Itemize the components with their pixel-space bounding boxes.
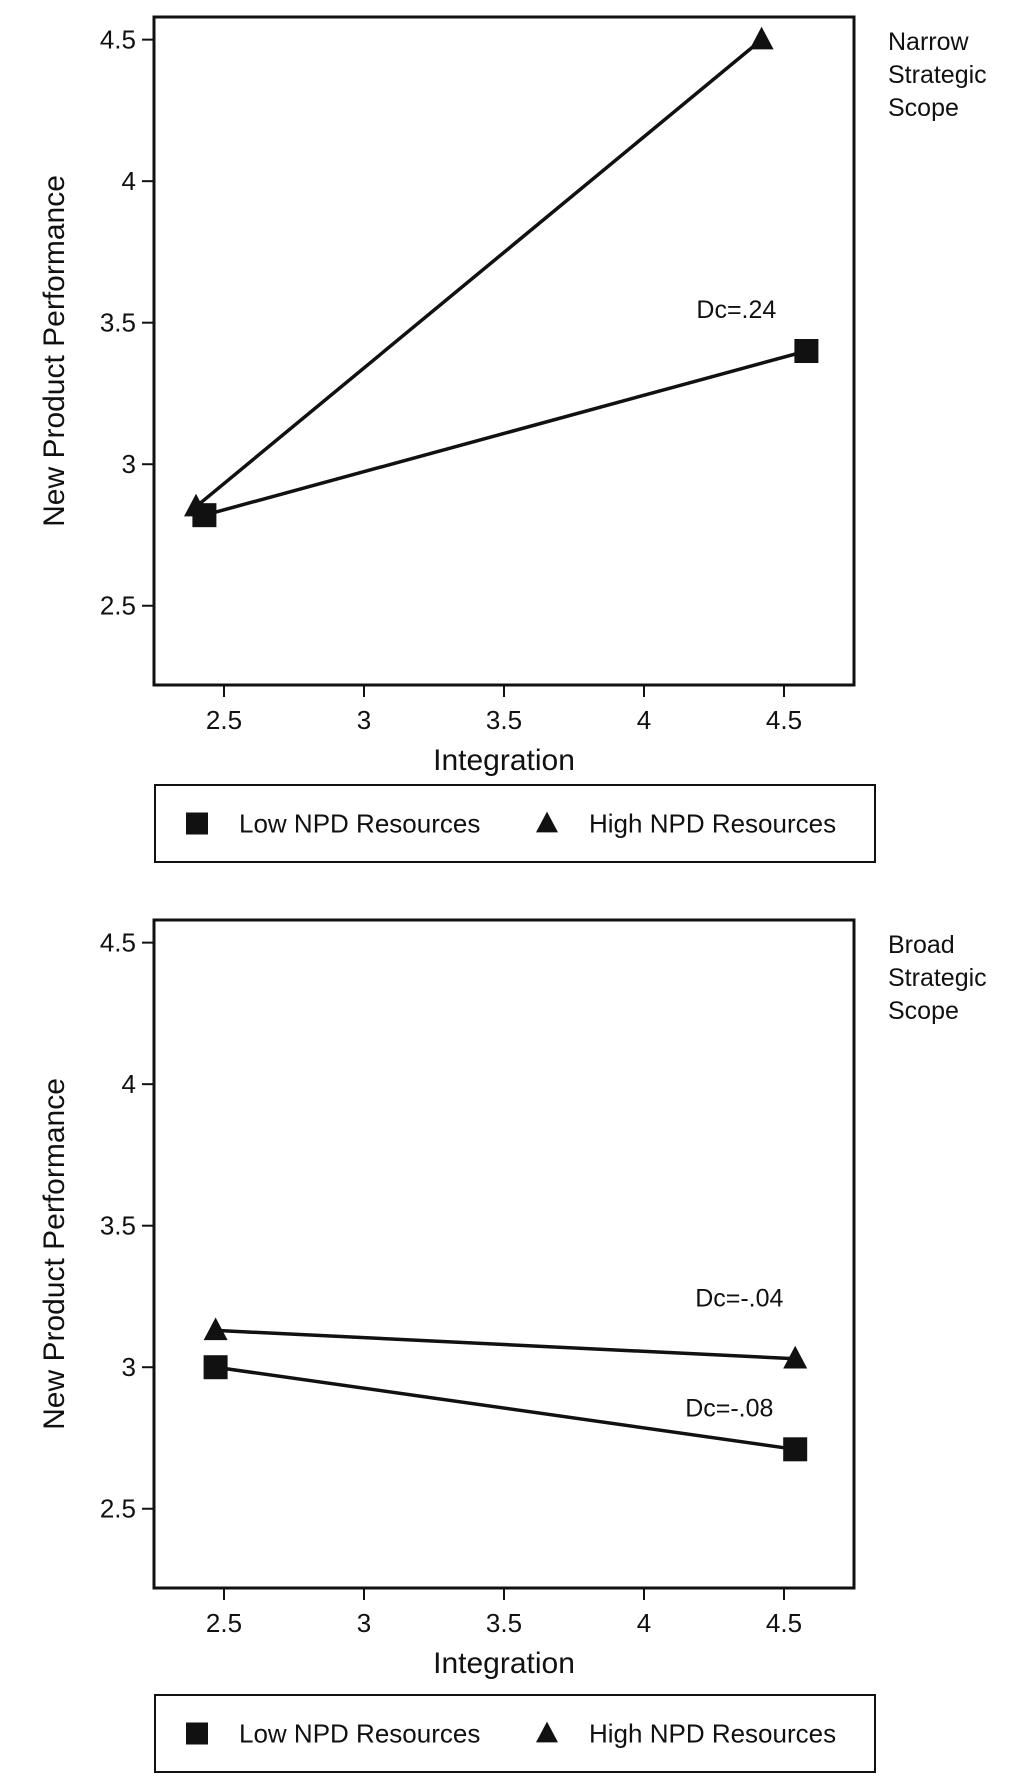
x-tick-label: 3.5 [486,705,522,735]
legend-marker-triangle [536,811,558,833]
data-point-triangle [783,1345,808,1369]
series-line-triangle [215,1328,796,1361]
series-line-triangle [194,38,763,509]
legend-marker-square [186,1722,208,1745]
scope-label-line: Scope [888,997,959,1025]
y-tick-label: 2.5 [100,1494,136,1524]
legend-label: Low NPD Resources [239,809,480,839]
chart-panel-1: 2.5 3 3.5 4 4.5 2.5 3 3.5 4 4.5 Integration New Pro… [38,15,987,863]
x-tick-label: 4 [637,1608,651,1638]
chart-panel-2: 2.5 3 3.5 4 4.5 2.5 3 3.5 4 4.5 Integration New Pro… [38,918,987,1773]
series-line-square [215,1365,796,1452]
y-tick-label: 4 [122,1069,136,1099]
x-tick-label: 3 [357,1608,371,1638]
y-axis-title: New Product Performance [38,1078,71,1430]
y-tick-label: 4 [122,166,136,196]
legend-label: Low NPD Resources [239,1719,480,1749]
y-tick-label: 4.5 [100,25,136,55]
data-point-square [783,1437,808,1462]
x-tick-label: 3 [357,705,371,735]
series-line-square [203,349,807,517]
data-point-triangle [749,26,774,50]
y-tick-label: 4.5 [100,928,136,958]
scope-label-line: Broad [888,931,955,959]
scope-label-line: Strategic [888,61,987,89]
data-point-triangle [203,1317,228,1341]
x-tick-label: 4 [637,705,651,735]
slope-annotation: Dc=-.04 [695,1285,783,1313]
x-tick-label: 2.5 [206,705,242,735]
data-point-square [203,1355,228,1380]
scope-label-line: Scope [888,94,959,122]
x-tick-label: 4.5 [766,705,802,735]
x-tick-label: 3.5 [486,1608,522,1638]
data-point-square [794,339,819,363]
legend-label: High NPD Resources [589,1719,836,1749]
legend-marker-square [186,812,208,835]
data-point-triangle [184,493,208,517]
x-tick-label: 2.5 [206,1608,242,1638]
y-tick-label: 3.5 [100,1211,136,1241]
x-tick-label: 4.5 [766,1608,802,1638]
legend-box [154,1694,876,1773]
x-axis-title: Integration [433,744,575,777]
scope-label-line: Strategic [888,964,987,992]
legend-marker-triangle [536,1721,558,1743]
slope-annotation: Dc=.24 [696,296,776,324]
plot-frame [152,918,856,1590]
y-tick-label: 3 [122,1352,136,1382]
x-axis-title: Integration [433,1647,575,1680]
slope-annotation: Dc=-.08 [685,1394,773,1422]
scope-label-line: Narrow [888,28,970,56]
legend-label: High NPD Resources [589,809,836,839]
y-tick-label: 3 [122,449,136,479]
y-tick-label: 2.5 [100,591,136,621]
legend-box [154,784,876,863]
plot-frame [152,15,856,687]
y-tick-label: 3.5 [100,308,136,338]
y-axis-title: New Product Performance [38,175,71,527]
